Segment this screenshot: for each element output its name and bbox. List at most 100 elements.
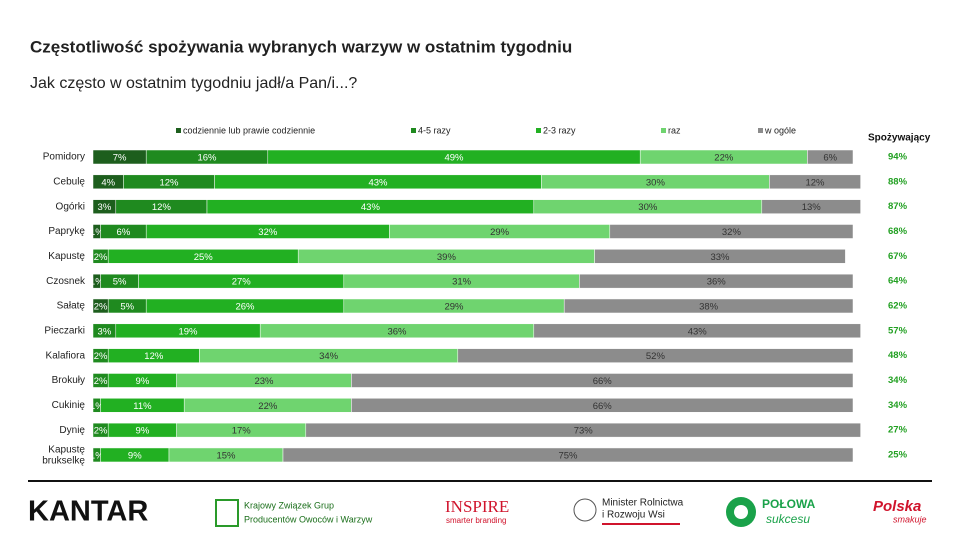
value-label: 9%: [128, 450, 142, 461]
bar-segment: [305, 422, 861, 438]
category-label: Pieczarki: [44, 325, 85, 336]
value-label: 6%: [117, 227, 131, 238]
total-label: 57%: [888, 325, 908, 336]
value-label: 2%: [94, 301, 108, 312]
value-label: 22%: [714, 153, 734, 164]
total-label: 25%: [888, 449, 908, 460]
minister-logo: i Rozwoju Wsi: [602, 510, 665, 521]
value-label: 1%: [90, 227, 104, 238]
polska-tag: smakuje: [893, 514, 927, 524]
category-label: Ogórki: [56, 201, 85, 212]
total-label: 88%: [888, 176, 908, 187]
value-label: 2%: [94, 252, 108, 263]
kzgp-logo: Krajowy Związek Grup: [244, 500, 334, 510]
value-label: 6%: [823, 153, 837, 164]
category-label: Sałatę: [57, 301, 86, 312]
total-label: 68%: [888, 226, 908, 237]
bar-segment: [351, 373, 854, 388]
category-label: Paprykę: [48, 226, 85, 237]
total-label: 87%: [888, 201, 908, 212]
legend-label: raz: [668, 125, 681, 135]
value-label: 75%: [558, 450, 578, 461]
totals-header: Spożywający: [868, 133, 931, 144]
category-label: Brokuły: [52, 375, 85, 386]
category-label: Cebulę: [53, 176, 85, 187]
legend-swatch: [536, 128, 541, 133]
legend-swatch: [411, 128, 416, 133]
value-label: 2%: [94, 351, 108, 362]
category-label: Czosnek: [46, 276, 86, 287]
total-label: 67%: [888, 251, 908, 262]
value-label: 13%: [802, 202, 822, 213]
legend-swatch: [758, 128, 763, 133]
value-label: 49%: [444, 153, 464, 164]
kzgp-icon: [215, 499, 239, 527]
value-label: 12%: [144, 351, 164, 362]
polska-logo: Polska: [873, 498, 921, 515]
value-label: 25%: [194, 252, 214, 263]
value-label: 26%: [235, 301, 255, 312]
value-label: 33%: [710, 252, 730, 263]
value-label: 9%: [136, 376, 150, 387]
polowa-logo: POŁOWA: [762, 497, 816, 511]
value-label: 2%: [94, 376, 108, 387]
value-label: 36%: [387, 326, 407, 337]
value-label: 9%: [136, 426, 150, 437]
value-label: 27%: [232, 277, 252, 288]
category-label: Cukinię: [52, 400, 86, 411]
value-label: 43%: [361, 202, 381, 213]
bar-segment: [533, 323, 861, 339]
bar-segment: [457, 348, 854, 363]
bar-segment: [807, 149, 854, 165]
total-label: 64%: [888, 276, 908, 287]
eagle-icon: [573, 498, 597, 522]
value-label: 11%: [133, 401, 152, 412]
value-label: 1%: [90, 450, 104, 461]
total-label: 34%: [888, 375, 908, 386]
value-label: 22%: [258, 401, 278, 412]
value-label: 12%: [805, 177, 825, 188]
total-label: 34%: [888, 400, 908, 411]
total-label: 94%: [888, 152, 908, 163]
value-label: 52%: [646, 351, 666, 362]
legend-swatch: [661, 128, 666, 133]
chart-title: Częstotliwość spożywania wybranych warzy…: [30, 37, 572, 56]
value-label: 15%: [216, 450, 236, 461]
bar-segment: [563, 298, 854, 314]
chart-subtitle: Jak często w ostatnim tygodniu jadł/a Pa…: [30, 75, 357, 92]
inspire-logo: INSPIRE: [445, 497, 509, 516]
value-label: 30%: [646, 177, 666, 188]
category-label: Pomidory: [43, 152, 85, 163]
bar-segment: [594, 249, 846, 264]
category-label: Dynię: [59, 425, 85, 436]
value-label: 19%: [178, 326, 198, 337]
bar-segment: [609, 224, 854, 239]
value-label: 30%: [638, 202, 658, 213]
value-label: 5%: [113, 277, 127, 288]
kzgp-logo: Producentów Owoców i Warzyw: [244, 514, 373, 524]
value-label: 1%: [90, 277, 104, 288]
value-label: 3%: [98, 326, 112, 337]
value-label: 43%: [688, 326, 708, 337]
legend-label: codziennie lub prawie codziennie: [183, 125, 315, 135]
bar-segment: [351, 398, 854, 413]
total-label: 27%: [888, 425, 908, 436]
inspire-tag: smarter branding: [446, 516, 506, 525]
value-label: 4%: [101, 177, 115, 188]
value-label: 34%: [319, 351, 339, 362]
polowa-icon: [734, 505, 748, 519]
value-label: 43%: [368, 177, 388, 188]
value-label: 31%: [452, 277, 472, 288]
value-label: 66%: [593, 376, 613, 387]
value-label: 12%: [159, 177, 179, 188]
footer-logos: KANTAR Krajowy Związek Grup Producentów …: [28, 496, 927, 528]
value-label: 73%: [574, 426, 594, 437]
value-label: 38%: [699, 301, 719, 312]
legend-label: w ogóle: [764, 125, 796, 135]
legend-swatch: [176, 128, 181, 133]
value-label: 29%: [444, 301, 464, 312]
value-label: 36%: [707, 277, 727, 288]
value-label: 7%: [113, 153, 127, 164]
value-label: 1%: [90, 401, 104, 412]
bar-segment: [579, 273, 854, 289]
